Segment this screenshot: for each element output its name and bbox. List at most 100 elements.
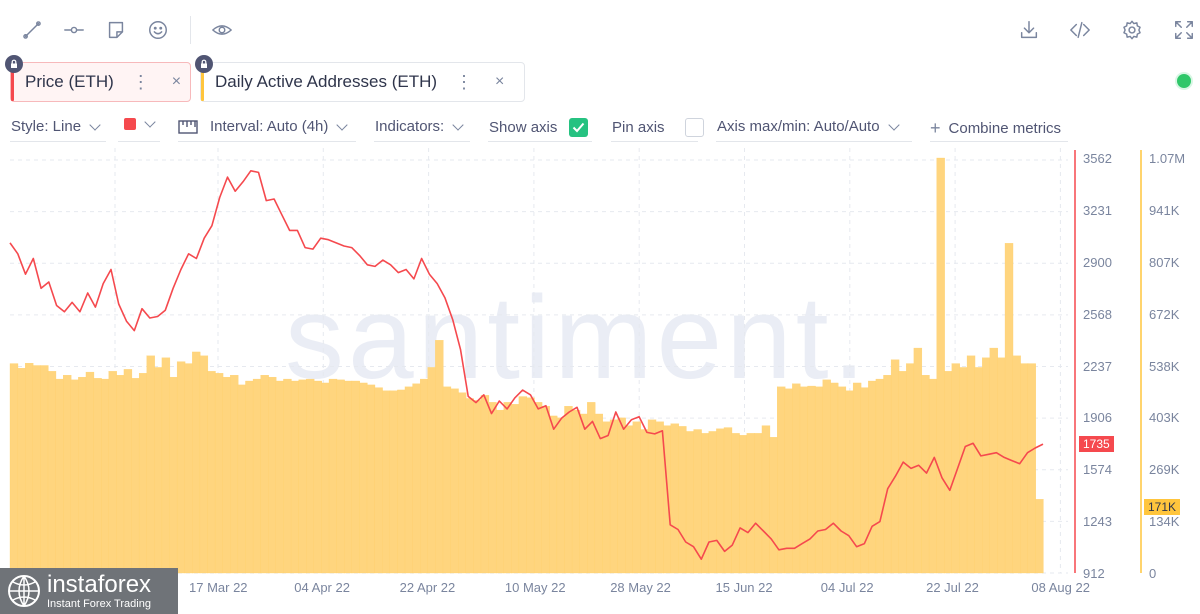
interval-underline: [178, 141, 356, 142]
addresses-tick-label: 672K: [1149, 306, 1180, 322]
address-bar: [997, 357, 1006, 574]
address-bar: [632, 421, 641, 574]
addresses-tick-label: 1.07M: [1149, 151, 1186, 166]
address-bar: [890, 359, 900, 574]
address-bar: [328, 378, 338, 574]
interval-select[interactable]: Interval: Auto (4h): [178, 118, 349, 135]
address-bar: [511, 404, 520, 574]
address-bar: [944, 371, 953, 574]
download-icon[interactable]: [1015, 16, 1043, 44]
address-bar: [769, 437, 778, 574]
address-bar: [708, 431, 717, 574]
address-bar: [822, 379, 831, 574]
metric-color-bar: [201, 69, 204, 101]
emoji-icon[interactable]: [144, 16, 172, 44]
address-bar: [252, 378, 262, 574]
address-bar: [647, 419, 657, 574]
address-bar: [336, 379, 345, 574]
show-axis-label: Show axis: [489, 119, 558, 136]
address-bar: [70, 379, 79, 574]
address-bar: [678, 426, 687, 574]
address-bar: [746, 433, 755, 574]
address-bar: [146, 355, 155, 574]
address-bar: [442, 386, 452, 574]
combine-metrics-button[interactable]: + Combine metrics: [930, 118, 1061, 139]
address-bar: [541, 406, 550, 574]
address-bar: [389, 390, 398, 574]
metric-menu-icon[interactable]: ⋮: [131, 72, 150, 92]
settings-icon[interactable]: [1118, 16, 1146, 44]
addresses-tick-label: 807K: [1149, 254, 1180, 270]
show-axis-checkbox[interactable]: [569, 118, 589, 137]
address-bar: [670, 423, 679, 574]
indicators-select[interactable]: Indicators:: [375, 118, 464, 135]
metric-chip-daily-active-addresses[interactable]: Daily Active Addresses (ETH) ⋮ ×: [200, 62, 525, 102]
address-bar: [883, 375, 892, 574]
show-axis-toggle[interactable]: Show axis: [489, 118, 589, 137]
address-bar: [518, 396, 528, 574]
axis-maxmin-select[interactable]: Axis max/min: Auto/Auto: [717, 118, 900, 135]
price-tick-label: 1906: [1083, 410, 1112, 426]
code-embed-icon[interactable]: [1066, 16, 1094, 44]
style-select[interactable]: Style: Line: [11, 118, 101, 135]
metric-close-icon[interactable]: ×: [495, 73, 505, 90]
x-tick-label: 22 Apr 22: [399, 580, 456, 595]
address-bar: [283, 378, 292, 574]
santiment-watermark: santiment.: [285, 272, 870, 404]
pin-axis-toggle[interactable]: Pin axis: [612, 118, 704, 137]
x-tick-label: 08 Aug 22: [1031, 580, 1090, 595]
address-bar: [533, 402, 543, 574]
address-bar: [9, 363, 19, 574]
address-bar: [63, 375, 72, 574]
address-bar: [845, 390, 854, 574]
x-tick-label: 04 Apr 22: [294, 580, 350, 595]
pin-axis-underline: [611, 141, 698, 142]
address-bar: [93, 378, 102, 574]
address-bar: [435, 340, 444, 574]
metric-close-icon[interactable]: ×: [171, 73, 182, 90]
fullscreen-icon[interactable]: [1170, 16, 1198, 44]
price-tick-label: 1243: [1083, 514, 1112, 530]
address-bar: [921, 375, 930, 574]
address-bar: [290, 380, 300, 574]
price-tick-label: 2237: [1083, 358, 1112, 374]
address-bar: [359, 382, 368, 574]
pin-axis-checkbox[interactable]: [684, 118, 704, 137]
address-bar: [344, 380, 353, 574]
address-bar: [761, 425, 771, 574]
address-bar: [830, 382, 839, 574]
address-bar: [556, 417, 566, 574]
address-bar: [655, 421, 664, 574]
color-underline: [118, 141, 160, 142]
brand-tagline: Instant Forex Trading: [47, 597, 151, 610]
address-bar: [366, 384, 376, 574]
address-bar: [427, 367, 436, 574]
address-bar: [807, 385, 816, 574]
sticky-note-icon[interactable]: [102, 16, 130, 44]
address-bar: [579, 413, 588, 574]
line-draw-icon[interactable]: [18, 16, 46, 44]
eye-icon[interactable]: [208, 16, 236, 44]
metric-label: Daily Active Addresses (ETH): [215, 72, 438, 91]
color-select[interactable]: [124, 116, 156, 130]
address-bar: [716, 428, 725, 574]
address-bar: [625, 425, 634, 574]
metric-menu-icon[interactable]: ⋮: [455, 72, 474, 92]
address-bar: [457, 392, 467, 574]
addresses-tick-label: 269K: [1149, 462, 1180, 478]
axis-maxmin-underline: [716, 141, 912, 142]
price-tick-label: 1574: [1083, 462, 1112, 478]
metric-chip-price[interactable]: Price (ETH) ⋮ ×: [10, 62, 191, 102]
address-bar: [602, 421, 611, 574]
address-bar: [131, 378, 140, 574]
horizontal-ray-icon[interactable]: [60, 16, 88, 44]
address-bar: [108, 371, 117, 574]
price-tick-label: 3562: [1083, 151, 1112, 166]
address-bar: [488, 402, 497, 574]
address-bar: [101, 378, 110, 574]
address-bar: [693, 429, 702, 574]
current-addresses-badge: 171K: [1144, 499, 1181, 515]
show-axis-underline: [488, 141, 592, 142]
address-bar: [47, 371, 57, 574]
